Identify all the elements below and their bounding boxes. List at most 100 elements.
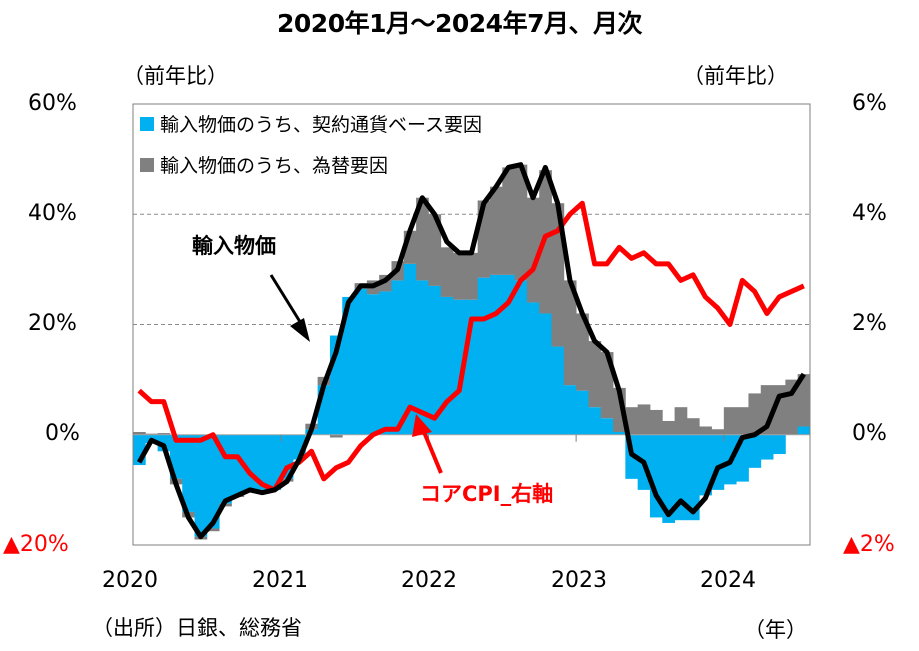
arrow-head-core-cpi	[412, 414, 432, 437]
bar-contract	[489, 274, 503, 435]
bar-contract	[477, 277, 491, 435]
bar-fx	[711, 429, 725, 435]
bar-fx	[736, 407, 749, 435]
bar-contract	[699, 434, 712, 496]
bar-fx	[797, 374, 811, 427]
bar-fx	[699, 426, 712, 435]
arrow-import-price	[269, 274, 304, 326]
annotation-import-price: 輸入物価	[192, 234, 276, 258]
bar-contract	[674, 434, 688, 521]
source-note: （出所）日銀、総務省	[92, 616, 302, 640]
bar-contract	[588, 407, 602, 435]
right-tick-minus2: ▲2%	[843, 532, 895, 557]
bar-contract	[379, 291, 392, 435]
bar-contract	[182, 434, 195, 512]
lines	[136, 162, 806, 540]
bar-contract	[231, 434, 245, 496]
bar-contract	[366, 294, 380, 435]
legend-item-contract: 輸入物価のうち、契約通貨ベース要因	[140, 110, 482, 137]
bar-contract	[243, 434, 257, 490]
bar-fx	[576, 313, 589, 391]
bar-fx	[489, 186, 503, 275]
line-import-price	[136, 162, 806, 540]
bar-contract	[600, 418, 614, 435]
bar-fx	[133, 431, 146, 435]
bar-fx	[526, 197, 540, 303]
bar-contract	[563, 385, 577, 435]
bar-contract	[514, 280, 528, 435]
left-tick-40: 40%	[28, 201, 77, 226]
bar-contract	[760, 434, 774, 460]
x-tick-2023: 2023	[551, 568, 607, 593]
bar-fx	[563, 280, 577, 386]
bar-contract	[453, 299, 466, 435]
bar-fx	[686, 418, 700, 435]
bar-contract	[440, 296, 454, 435]
annotation-core-cpi: コアCPI_右軸	[420, 482, 554, 506]
bar-contract	[748, 434, 762, 468]
left-tick-60: 60%	[28, 91, 77, 116]
bar-fx	[453, 252, 466, 300]
bar-contract	[256, 434, 269, 490]
bar-contract	[576, 390, 589, 435]
x-tick-2021: 2021	[252, 568, 308, 593]
bar-fx	[440, 247, 454, 297]
x-axis-unit: （年）	[744, 618, 807, 642]
bar-contract	[526, 302, 540, 435]
bar-fx	[206, 528, 220, 532]
left-tick-0: 0%	[45, 421, 80, 446]
bar-fx	[465, 252, 479, 300]
bar-contract	[662, 434, 675, 523]
bar-contract	[613, 431, 626, 435]
bar-fx	[514, 164, 528, 281]
bar-contract	[194, 434, 208, 537]
right-tick-4: 4%	[852, 201, 887, 226]
arrow-head-import-price	[290, 318, 310, 342]
chart-title: 2020年1月～2024年7月、月次	[277, 9, 642, 38]
bar-contract	[428, 285, 442, 435]
bar-fx	[145, 433, 159, 435]
bar-fx	[428, 214, 442, 286]
bar-fx	[649, 409, 663, 435]
bar-fx	[723, 407, 737, 435]
legend-swatch-contract	[140, 116, 154, 131]
bar-contract	[686, 434, 700, 521]
arrow-core-cpi	[422, 431, 443, 474]
x-tick-2024: 2024	[700, 568, 756, 593]
bar-fx	[588, 341, 602, 408]
plot-frame	[132, 103, 811, 546]
bar-contract	[551, 346, 565, 435]
left-tick-minus20: ▲20%	[3, 532, 69, 557]
annotation-arrows	[269, 274, 443, 474]
bar-fx	[329, 434, 343, 438]
right-tick-2: 2%	[852, 311, 887, 336]
legend-label-fx: 輸入物価のうち、為替要因	[160, 155, 389, 177]
bar-contract	[539, 313, 552, 435]
bar-contract	[773, 434, 786, 455]
bar-fx	[674, 407, 688, 435]
bar-contract	[354, 288, 368, 435]
bar-fx	[662, 420, 675, 435]
bar-contract	[206, 434, 220, 529]
legend-swatch-fx	[140, 157, 154, 172]
right-tick-6: 6%	[852, 91, 887, 116]
left-tick-20: 20%	[28, 311, 77, 336]
right-tick-0: 0%	[852, 421, 887, 446]
bar-fx	[748, 393, 762, 435]
legend: 輸入物価のうち、契約通貨ベース要因 輸入物価のうち、為替要因	[140, 110, 482, 178]
legend-label-contract: 輸入物価のうち、契約通貨ベース要因	[160, 114, 483, 136]
bar-contract	[391, 280, 405, 435]
bar-contract	[342, 296, 355, 435]
bar-contract	[502, 274, 515, 435]
bar-contract	[416, 280, 429, 435]
bar-fx	[416, 197, 429, 281]
right-axis-unit: （前年比）	[683, 64, 788, 88]
bar-fx	[502, 167, 515, 275]
line-core-cpi	[137, 200, 805, 493]
left-axis-unit: （前年比）	[123, 64, 228, 88]
bar-contract	[268, 434, 282, 490]
bar-contract	[403, 263, 417, 435]
bar-fx	[637, 404, 651, 435]
legend-item-fx: 輸入物価のうち、為替要因	[140, 151, 482, 178]
